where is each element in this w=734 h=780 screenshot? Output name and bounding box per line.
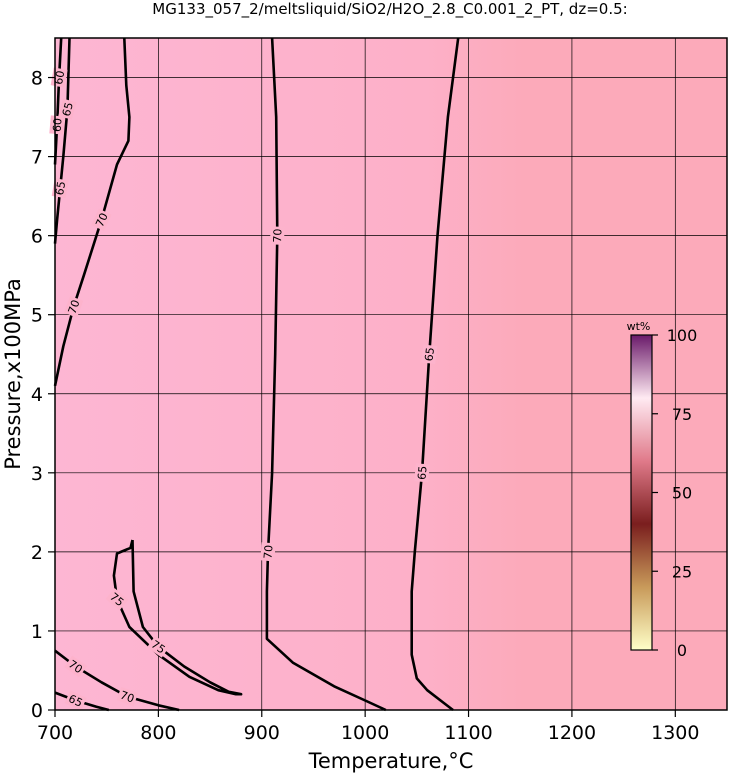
- contour-label: 70: [271, 228, 284, 242]
- contour-label: 65: [53, 180, 68, 196]
- contour-label-bg: [105, 588, 129, 611]
- contour-label-group: 70: [116, 686, 139, 707]
- contour-line: [53, 37, 63, 165]
- colorbar: wt% 0 25 50 75 100: [627, 320, 698, 660]
- y-tick-label: 0: [31, 700, 43, 722]
- contour-label-bg: [116, 686, 139, 707]
- x-tick-label: 700: [37, 722, 73, 744]
- colorbar-tick-label: 25: [672, 562, 692, 581]
- contour-label: 65: [60, 101, 76, 118]
- contour-line: [53, 37, 71, 244]
- plot-background: [55, 38, 727, 710]
- contour-label-group: 70: [91, 208, 112, 231]
- x-tick-label: 1300: [651, 722, 699, 744]
- y-tick-label: 7: [31, 147, 43, 169]
- contour-label-bg: [91, 208, 112, 231]
- contour-label: 70: [66, 298, 83, 316]
- x-tick-label: 800: [140, 722, 176, 744]
- contour-line: [410, 37, 460, 712]
- contour-line: [265, 37, 387, 712]
- y-tick-label: 6: [31, 226, 43, 248]
- contour-label-bg: [414, 463, 430, 483]
- contour-label: 60: [52, 70, 67, 86]
- colorbar-tick-label: 100: [667, 326, 698, 345]
- y-tick-label: 1: [31, 621, 43, 643]
- contour-label: 70: [93, 211, 111, 229]
- contour-label-group: 65: [421, 344, 438, 365]
- contour-label-bg: [49, 115, 65, 135]
- contour-line: [53, 37, 131, 387]
- contour-label: 65: [66, 692, 84, 710]
- colorbar-scale: [630, 334, 653, 651]
- x-axis-label: Temperature,°C: [308, 749, 474, 773]
- contour-label-group: 70: [269, 226, 285, 245]
- colorbar-tick-label: 0: [677, 641, 687, 660]
- y-tick-label: 5: [31, 305, 43, 327]
- contour-label-bg: [421, 344, 438, 365]
- contour-label: 60: [50, 117, 64, 132]
- contour-label-bg: [146, 635, 170, 658]
- colorbar-label: wt%: [627, 320, 651, 333]
- y-tick-label: 3: [31, 463, 43, 485]
- contour-label: 70: [118, 689, 136, 706]
- contour-label-group: 65: [58, 98, 77, 120]
- contour-label: 65: [422, 347, 437, 362]
- y-tick-label: 8: [31, 68, 43, 90]
- contour-label: 70: [261, 544, 275, 559]
- contour-label-group: 65: [414, 463, 430, 483]
- x-tick-label: 1000: [341, 722, 389, 744]
- contour-label-bg: [269, 226, 285, 245]
- colorbar-tick-label: 50: [672, 484, 692, 503]
- contour-label-bg: [260, 542, 276, 562]
- x-tick-label: 1100: [444, 722, 492, 744]
- contour-label-group: 60: [49, 115, 65, 135]
- x-tick-label: 900: [244, 722, 280, 744]
- y-tick-label: 4: [31, 384, 43, 406]
- y-tick-label: 2: [31, 542, 43, 564]
- plot-frame: [54, 37, 728, 711]
- colorbar-tick-label: 75: [672, 405, 692, 424]
- chart-title: MG133_057_2/meltsliquid/SiO2/H2O_2.8_C0.…: [152, 0, 627, 19]
- y-axis-label: Pressure,x100MPa: [1, 278, 25, 470]
- grid: [54, 38, 727, 711]
- contour-label-group: 70: [63, 295, 84, 318]
- contour-label-bg: [63, 295, 84, 318]
- contour-label-group: 70: [260, 542, 276, 562]
- contour-label-bg: [58, 98, 77, 120]
- x-tick-label: 1200: [548, 722, 596, 744]
- contour-label-bg: [51, 178, 69, 199]
- contour-label: 65: [415, 465, 429, 480]
- contour-label-bg: [64, 655, 88, 678]
- contour-label-bg: [64, 690, 87, 711]
- contour-label-group: 65: [51, 178, 69, 199]
- contour-line: [54, 691, 110, 712]
- contour-label-group: 65: [64, 690, 87, 711]
